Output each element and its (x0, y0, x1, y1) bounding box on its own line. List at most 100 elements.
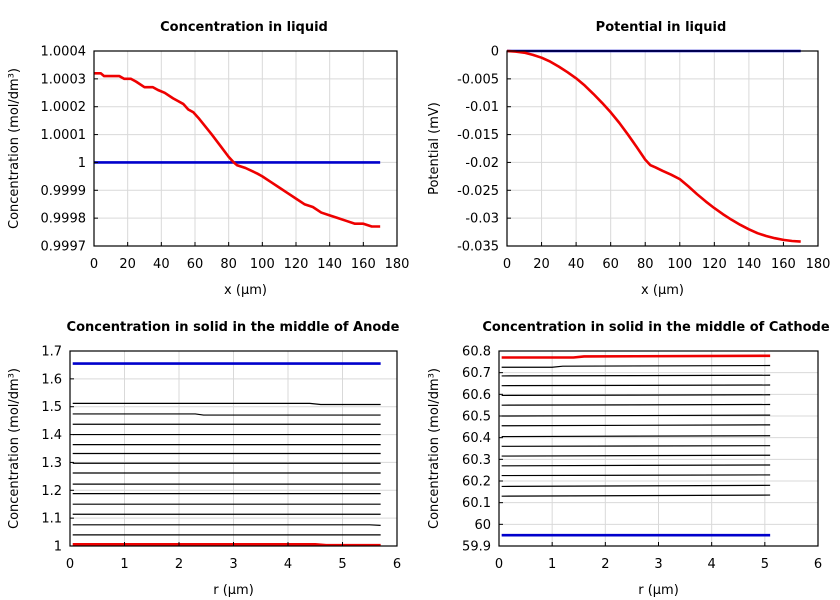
y-axis-label: Concentration (mol/dm³) (7, 368, 22, 529)
x-tick-label: 1 (548, 557, 556, 572)
series-line-16 (501, 354, 771, 359)
y-tick-label: -0.015 (457, 128, 499, 143)
y-tick-label: -0.025 (457, 184, 499, 199)
x-axis-label: x (µm) (641, 283, 684, 298)
x-tick-label: 6 (814, 557, 822, 572)
y-tick-label: 60.6 (462, 388, 491, 403)
x-tick-label: 0 (503, 257, 511, 272)
y-tick-label: 60.1 (462, 496, 491, 511)
series-line-12 (501, 394, 771, 397)
plot-frame (506, 50, 819, 247)
y-tick-label: 60.2 (462, 475, 491, 490)
chart-title: Concentration in liquid (160, 20, 328, 35)
y-tick-label: 1.6 (41, 372, 62, 387)
x-tick-label: 120 (702, 257, 727, 272)
y-tick-label: 1.4 (41, 428, 62, 443)
y-tick-label: 60.8 (462, 345, 491, 360)
y-tick-label: 60.5 (462, 410, 491, 425)
y-tick-label: 1.2 (41, 484, 62, 499)
x-axis-label: r (µm) (213, 583, 254, 598)
y-tick-label: 0 (491, 45, 499, 60)
x-tick-label: 100 (250, 257, 275, 272)
y-tick-label: 1.1 (41, 512, 62, 527)
series-line-9 (501, 424, 771, 427)
x-tick-label: 2 (601, 557, 609, 572)
y-tick-label: 1.3 (41, 456, 62, 471)
y-tick-label: -0.03 (465, 212, 499, 227)
series-line-2 (501, 494, 771, 497)
y-tick-label: 1.5 (41, 400, 62, 415)
x-tick-label: 20 (119, 257, 136, 272)
x-tick-label: 160 (771, 257, 796, 272)
series-line-14 (72, 524, 381, 526)
series-line-15 (501, 364, 771, 368)
y-tick-label: 1.7 (41, 345, 62, 360)
y-tick-label: -0.005 (457, 72, 499, 87)
y-tick-label: 60 (474, 518, 491, 533)
y-axis-label: Concentration (mol/dm³) (427, 368, 442, 529)
x-tick-label: 160 (351, 257, 376, 272)
x-tick-label: 3 (654, 557, 662, 572)
series-line-11 (501, 403, 771, 406)
x-tick-label: 140 (317, 257, 342, 272)
y-axis-label: Potential (mV) (427, 102, 442, 195)
chart-1: 0 20 40 60 80 100 120 140 160 180 0.9997 0.9998 0.99… (7, 20, 409, 298)
x-tick-label: 6 (393, 557, 401, 572)
x-tick-label: 180 (385, 257, 410, 272)
x-tick-label: 0 (90, 257, 98, 272)
series-line-8 (501, 435, 771, 438)
x-tick-label: 80 (220, 257, 237, 272)
x-tick-label: 3 (229, 557, 237, 572)
series-line-4 (501, 474, 771, 477)
y-axis-label: Concentration (mol/dm³) (7, 68, 22, 229)
x-tick-label: 60 (602, 257, 619, 272)
x-axis-label: r (µm) (638, 583, 679, 598)
chart-4: 0 1 2 3 4 5 6 59.9 60 60.1 60.2 60.3 60.4 60.5 60.6 60.… (427, 320, 830, 598)
y-tick-label: 1.0004 (41, 45, 87, 60)
x-tick-label: 40 (153, 257, 170, 272)
x-tick-label: 60 (187, 257, 204, 272)
y-tick-label: -0.02 (465, 156, 499, 171)
y-tick-label: 60.7 (462, 366, 491, 381)
series-line-13 (501, 384, 771, 387)
y-tick-label: 1.0001 (41, 128, 87, 143)
x-tick-label: 40 (568, 257, 585, 272)
x-tick-label: 140 (736, 257, 761, 272)
series-line-2 (72, 402, 381, 406)
chart-title: Potential in liquid (596, 20, 727, 35)
y-tick-label: -0.01 (465, 100, 499, 115)
x-tick-label: 0 (66, 557, 74, 572)
x-tick-label: 0 (495, 557, 503, 572)
chart-title: Concentration in solid in the middle of … (67, 320, 400, 335)
y-tick-label: 0.9999 (41, 184, 87, 199)
series-line-3 (72, 413, 381, 416)
series-line-16 (72, 543, 381, 547)
y-tick-label: 1 (54, 540, 62, 555)
chart-3: 0 1 2 3 4 5 611.11.21.31.41.51.61.7Concentrati… (7, 320, 401, 598)
x-tick-label: 5 (761, 557, 769, 572)
x-tick-label: 120 (284, 257, 309, 272)
x-tick-label: 5 (338, 557, 346, 572)
y-tick-label: 1.0003 (41, 72, 87, 87)
x-tick-label: 100 (667, 257, 692, 272)
series-line-14 (501, 374, 771, 377)
series-line-3 (501, 484, 771, 488)
y-tick-label: 59.9 (462, 540, 491, 555)
y-tick-label: -0.035 (457, 240, 499, 255)
x-tick-label: 180 (806, 257, 831, 272)
x-axis-label: x (µm) (224, 283, 267, 298)
x-tick-label: 1 (120, 557, 128, 572)
x-tick-label: 20 (533, 257, 550, 272)
plot-frame (93, 50, 398, 247)
y-tick-label: 60.3 (462, 453, 491, 468)
x-tick-label: 4 (708, 557, 716, 572)
x-tick-label: 80 (637, 257, 654, 272)
series-line-2 (506, 49, 801, 243)
series-line-5 (501, 464, 771, 467)
y-tick-label: 60.4 (462, 431, 491, 446)
chart-title: Concentration in solid in the middle of … (482, 320, 830, 335)
x-tick-label: 2 (175, 557, 183, 572)
y-tick-label: 1.0002 (41, 100, 87, 115)
chart-2: 0 20 40 60 80 100 120 140 160 180 -0.035 -0.03 -0.02… (427, 20, 830, 298)
